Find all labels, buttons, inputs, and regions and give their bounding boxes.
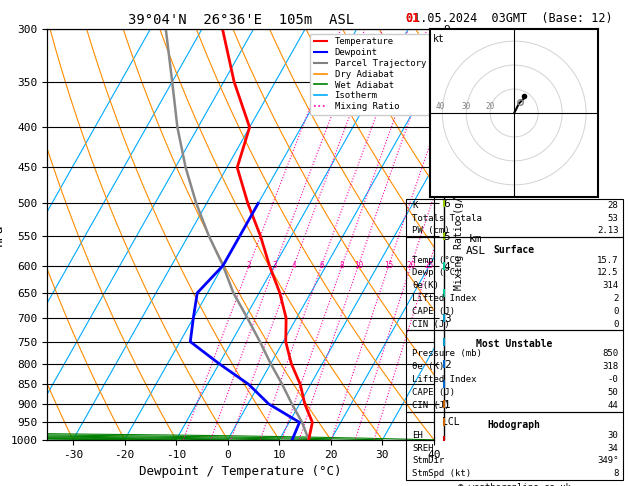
Text: Surface: Surface bbox=[494, 245, 535, 255]
Text: 53: 53 bbox=[608, 213, 618, 223]
Bar bbox=[406, 330, 623, 412]
Text: 12.5: 12.5 bbox=[597, 268, 618, 278]
Text: Totals Totala: Totals Totala bbox=[412, 213, 482, 223]
Text: 2: 2 bbox=[613, 294, 618, 303]
Text: 3: 3 bbox=[272, 261, 277, 270]
Text: Temp (°C): Temp (°C) bbox=[412, 256, 460, 264]
Text: 6: 6 bbox=[320, 261, 324, 270]
Text: Most Unstable: Most Unstable bbox=[476, 339, 552, 349]
Text: 0: 0 bbox=[613, 320, 618, 329]
Y-axis label: km
ASL: km ASL bbox=[465, 235, 486, 256]
Legend: Temperature, Dewpoint, Parcel Trajectory, Dry Adiabat, Wet Adiabat, Isotherm, Mi: Temperature, Dewpoint, Parcel Trajectory… bbox=[310, 34, 430, 115]
Text: Lifted Index: Lifted Index bbox=[412, 375, 477, 384]
Text: 01: 01 bbox=[406, 12, 420, 25]
Text: 15: 15 bbox=[384, 261, 393, 270]
Text: Mixing Ratio (g/kg): Mixing Ratio (g/kg) bbox=[454, 179, 464, 290]
Text: Lifted Index: Lifted Index bbox=[412, 294, 477, 303]
Text: 10: 10 bbox=[353, 261, 363, 270]
Text: Dewp (°C): Dewp (°C) bbox=[412, 268, 460, 278]
Text: θe (K): θe (K) bbox=[412, 362, 445, 371]
Text: 20: 20 bbox=[406, 261, 416, 270]
Text: 44: 44 bbox=[608, 401, 618, 410]
Text: 01.05.2024  03GMT  (Base: 12): 01.05.2024 03GMT (Base: 12) bbox=[406, 12, 612, 25]
Text: 314: 314 bbox=[602, 281, 618, 290]
Text: 0: 0 bbox=[613, 307, 618, 316]
Text: 15.7: 15.7 bbox=[597, 256, 618, 264]
Text: © weatheronline.co.uk: © weatheronline.co.uk bbox=[458, 483, 571, 486]
Text: K: K bbox=[412, 201, 418, 210]
Bar bbox=[406, 199, 623, 237]
Text: 2.13: 2.13 bbox=[597, 226, 618, 235]
Text: CIN (J): CIN (J) bbox=[412, 401, 450, 410]
Text: -0: -0 bbox=[608, 375, 618, 384]
Text: CAPE (J): CAPE (J) bbox=[412, 307, 455, 316]
Text: EH: EH bbox=[412, 431, 423, 439]
Text: 4: 4 bbox=[292, 261, 296, 270]
Text: 28: 28 bbox=[608, 201, 618, 210]
Text: 40: 40 bbox=[435, 102, 445, 111]
Text: CAPE (J): CAPE (J) bbox=[412, 388, 455, 397]
Text: PW (cm): PW (cm) bbox=[412, 226, 450, 235]
Text: 349°: 349° bbox=[597, 456, 618, 466]
Text: CIN (J): CIN (J) bbox=[412, 320, 450, 329]
Text: 30: 30 bbox=[608, 431, 618, 439]
Text: 25: 25 bbox=[424, 261, 433, 270]
Bar bbox=[406, 237, 623, 330]
Text: Pressure (mb): Pressure (mb) bbox=[412, 349, 482, 358]
Text: 50: 50 bbox=[608, 388, 618, 397]
Title: 39°04'N  26°36'E  105m  ASL: 39°04'N 26°36'E 105m ASL bbox=[128, 13, 353, 27]
Text: LCL: LCL bbox=[442, 417, 459, 427]
Text: 2: 2 bbox=[247, 261, 252, 270]
Text: θe(K): θe(K) bbox=[412, 281, 439, 290]
Y-axis label: hPa: hPa bbox=[0, 223, 5, 246]
Text: 30: 30 bbox=[462, 102, 470, 111]
Text: 34: 34 bbox=[608, 444, 618, 452]
Text: 20: 20 bbox=[486, 102, 495, 111]
Text: 8: 8 bbox=[613, 469, 618, 478]
Text: 8: 8 bbox=[340, 261, 344, 270]
Bar bbox=[406, 412, 623, 480]
Text: SREH: SREH bbox=[412, 444, 434, 452]
Text: StmSpd (kt): StmSpd (kt) bbox=[412, 469, 471, 478]
X-axis label: Dewpoint / Temperature (°C): Dewpoint / Temperature (°C) bbox=[140, 465, 342, 478]
Text: StmDir: StmDir bbox=[412, 456, 445, 466]
Text: Hodograph: Hodograph bbox=[487, 420, 541, 430]
Text: 318: 318 bbox=[602, 362, 618, 371]
Text: kt: kt bbox=[433, 34, 445, 44]
Text: 850: 850 bbox=[602, 349, 618, 358]
